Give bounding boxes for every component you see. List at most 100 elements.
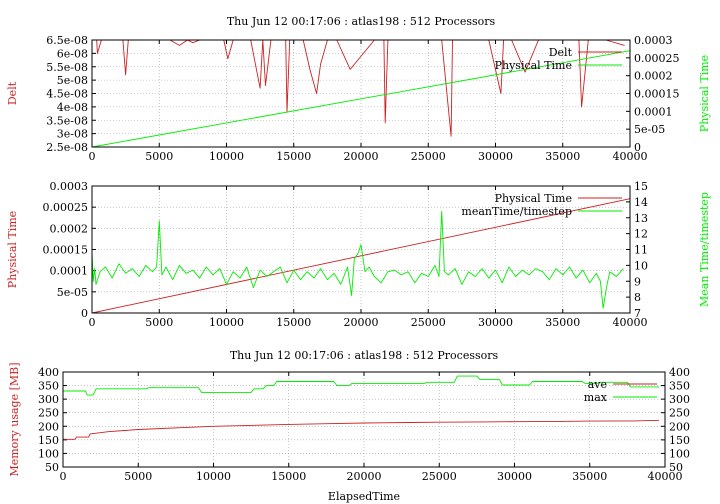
plot-frame xyxy=(62,371,666,468)
y2-axis-label: Physical Time xyxy=(698,55,711,132)
x-tick-label: 10000 xyxy=(209,150,244,163)
y2-tick-label: 50 xyxy=(669,461,683,474)
y-tick-label: 6e-08 xyxy=(57,47,88,60)
x-tick-label: 10000 xyxy=(209,316,244,329)
y2-tick-label: 9 xyxy=(634,275,641,288)
plot-panel-3 xyxy=(62,371,666,468)
y2-tick-label: 11 xyxy=(634,244,648,257)
x-tick-label: 35000 xyxy=(572,470,607,483)
y2-tick-label: 7 xyxy=(634,307,641,320)
x-tick-label: 20000 xyxy=(344,150,379,163)
plot-panel-2 xyxy=(91,185,631,314)
series-line-2 xyxy=(91,210,624,309)
y2-tick-label: 15 xyxy=(634,180,648,193)
x-tick-label: 5000 xyxy=(124,470,152,483)
x-tick-label: 5000 xyxy=(145,316,173,329)
y2-tick-label: 13 xyxy=(634,212,648,225)
y-tick-label: 100 xyxy=(38,447,59,460)
x-tick-label: 30000 xyxy=(478,316,513,329)
y-tick-label: 400 xyxy=(38,366,59,379)
y-tick-label: 5e-08 xyxy=(57,74,88,87)
x-axis-label: ElapsedTime xyxy=(328,490,400,503)
y2-tick-label: 0.0002 xyxy=(634,70,673,83)
y-tick-label: 300 xyxy=(38,393,59,406)
y-tick-label: 0 xyxy=(81,307,88,320)
y2-tick-label: 400 xyxy=(669,366,690,379)
x-tick-label: 20000 xyxy=(344,316,379,329)
x-tick-label: 40000 xyxy=(648,470,683,483)
x-tick-label: 35000 xyxy=(545,150,580,163)
series-line-2 xyxy=(91,50,631,148)
y-axis-label: Physical Time xyxy=(6,211,19,288)
y2-tick-label: 0.00015 xyxy=(634,88,680,101)
y2-tick-label: 12 xyxy=(634,228,648,241)
x-tick-label: 40000 xyxy=(613,316,648,329)
plot-frame xyxy=(91,185,631,314)
x-tick-label: 0 xyxy=(89,150,96,163)
y-tick-label: 6.5e-08 xyxy=(46,34,88,47)
series-line-2 xyxy=(63,375,659,396)
series-line-1 xyxy=(91,198,631,314)
x-tick-label: 0 xyxy=(60,470,67,483)
y-axis-label: Memory usage [MB] xyxy=(8,362,21,476)
legend-label: max xyxy=(584,391,608,404)
y2-tick-label: 10 xyxy=(634,259,648,272)
y-tick-label: 200 xyxy=(38,420,59,433)
y-tick-label: 5e-05 xyxy=(57,286,88,299)
x-tick-label: 5000 xyxy=(145,150,173,163)
legend-label: Physical Time xyxy=(495,59,572,72)
y-tick-label: 2.5e-08 xyxy=(46,141,88,154)
y2-tick-label: 150 xyxy=(669,434,690,447)
series-line-1 xyxy=(92,39,625,137)
chart-title: Thu Jun 12 00:17:06 : atlas198 : 512 Pro… xyxy=(230,349,499,362)
x-tick-label: 0 xyxy=(89,316,96,329)
y2-tick-label: 300 xyxy=(669,393,690,406)
y-tick-label: 350 xyxy=(38,380,59,393)
x-tick-label: 15000 xyxy=(271,470,306,483)
x-tick-label: 35000 xyxy=(545,316,580,329)
y2-tick-label: 0 xyxy=(634,141,641,154)
x-tick-label: 40000 xyxy=(613,150,648,163)
plot-frame xyxy=(91,39,631,148)
x-tick-label: 30000 xyxy=(478,150,513,163)
y-tick-label: 0.0001 xyxy=(50,265,89,278)
y2-tick-label: 14 xyxy=(634,196,648,209)
y2-tick-label: 8 xyxy=(634,291,641,304)
x-tick-label: 25000 xyxy=(422,470,457,483)
y2-tick-label: 5e-05 xyxy=(634,123,665,136)
y-tick-label: 250 xyxy=(38,407,59,420)
y-tick-label: 0.00015 xyxy=(43,244,89,257)
y-tick-label: 4.5e-08 xyxy=(46,88,88,101)
x-tick-label: 30000 xyxy=(497,470,532,483)
legend-label: meanTime/timestep xyxy=(461,205,572,218)
y2-axis-label: Mean Time/timestep xyxy=(698,192,711,307)
y2-tick-label: 350 xyxy=(669,380,690,393)
x-tick-label: 10000 xyxy=(196,470,231,483)
x-tick-label: 20000 xyxy=(347,470,382,483)
y2-tick-label: 200 xyxy=(669,420,690,433)
y-tick-label: 4e-08 xyxy=(57,101,88,114)
legend-label: Delt xyxy=(549,46,573,59)
y-tick-label: 3.5e-08 xyxy=(46,114,88,127)
plot-panel-1 xyxy=(91,39,631,148)
y2-tick-label: 100 xyxy=(669,447,690,460)
legend-label: ave xyxy=(588,378,607,391)
y2-tick-label: 0.00025 xyxy=(634,52,680,65)
y-tick-label: 0.0002 xyxy=(50,222,89,235)
y-tick-label: 0.0003 xyxy=(50,180,89,193)
legend-label: Physical Time xyxy=(495,192,572,205)
y-tick-label: 3e-08 xyxy=(57,128,88,141)
x-tick-label: 25000 xyxy=(411,316,446,329)
y-tick-label: 50 xyxy=(45,461,59,474)
y-tick-label: 0.00025 xyxy=(43,201,89,214)
y-tick-label: 150 xyxy=(38,434,59,447)
y-tick-label: 5.5e-08 xyxy=(46,61,88,74)
y-axis-label: Delt xyxy=(6,81,19,105)
x-tick-label: 25000 xyxy=(411,150,446,163)
series-line-1 xyxy=(63,419,660,440)
x-tick-label: 15000 xyxy=(276,316,311,329)
y2-tick-label: 0.0003 xyxy=(634,34,673,47)
x-tick-label: 15000 xyxy=(276,150,311,163)
y2-tick-label: 250 xyxy=(669,407,690,420)
